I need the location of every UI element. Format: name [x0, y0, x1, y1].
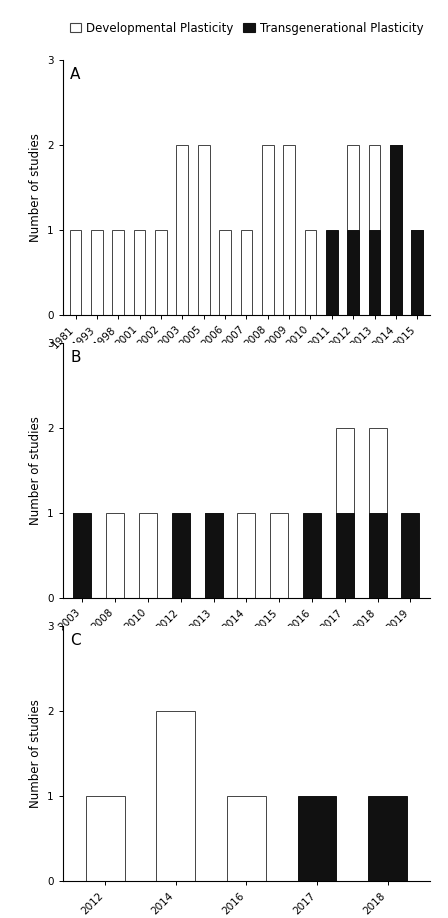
Bar — [91, 230, 103, 315]
Bar — [177, 145, 188, 315]
Bar — [205, 513, 223, 599]
Text: B: B — [70, 351, 81, 365]
Bar — [336, 428, 354, 599]
Bar — [106, 513, 124, 599]
Bar — [69, 230, 82, 315]
Bar — [198, 145, 210, 315]
Bar — [155, 230, 167, 315]
Bar — [172, 513, 190, 599]
Bar — [219, 230, 231, 315]
Y-axis label: Number of studies: Number of studies — [29, 133, 42, 241]
Text: C: C — [70, 633, 81, 648]
Bar — [401, 513, 419, 599]
Bar — [156, 711, 195, 881]
Bar — [411, 230, 423, 315]
Bar — [411, 230, 423, 315]
Bar — [112, 230, 124, 315]
Bar — [134, 230, 146, 315]
Legend: Developmental Plasticity, Transgenerational Plasticity: Developmental Plasticity, Transgeneratio… — [67, 19, 426, 38]
Bar — [205, 513, 223, 599]
Bar — [390, 145, 402, 315]
Bar — [326, 230, 338, 315]
Bar — [369, 513, 387, 599]
Bar — [139, 513, 157, 599]
Bar — [369, 145, 380, 315]
Bar — [241, 230, 252, 315]
Bar — [270, 513, 288, 599]
Y-axis label: Number of studies: Number of studies — [29, 700, 42, 808]
Bar — [227, 796, 266, 881]
Bar — [297, 796, 336, 881]
Bar — [283, 145, 295, 315]
Bar — [305, 230, 316, 315]
Bar — [368, 796, 407, 881]
Text: A: A — [70, 67, 81, 83]
Bar — [347, 230, 359, 315]
Bar — [73, 513, 91, 599]
Bar — [262, 145, 274, 315]
Y-axis label: Number of studies: Number of studies — [29, 416, 42, 525]
Bar — [303, 513, 321, 599]
Bar — [237, 513, 255, 599]
Bar — [347, 145, 359, 315]
Bar — [369, 428, 387, 599]
Bar — [369, 230, 380, 315]
Bar — [336, 513, 354, 599]
Bar — [390, 145, 402, 315]
Bar — [86, 796, 125, 881]
